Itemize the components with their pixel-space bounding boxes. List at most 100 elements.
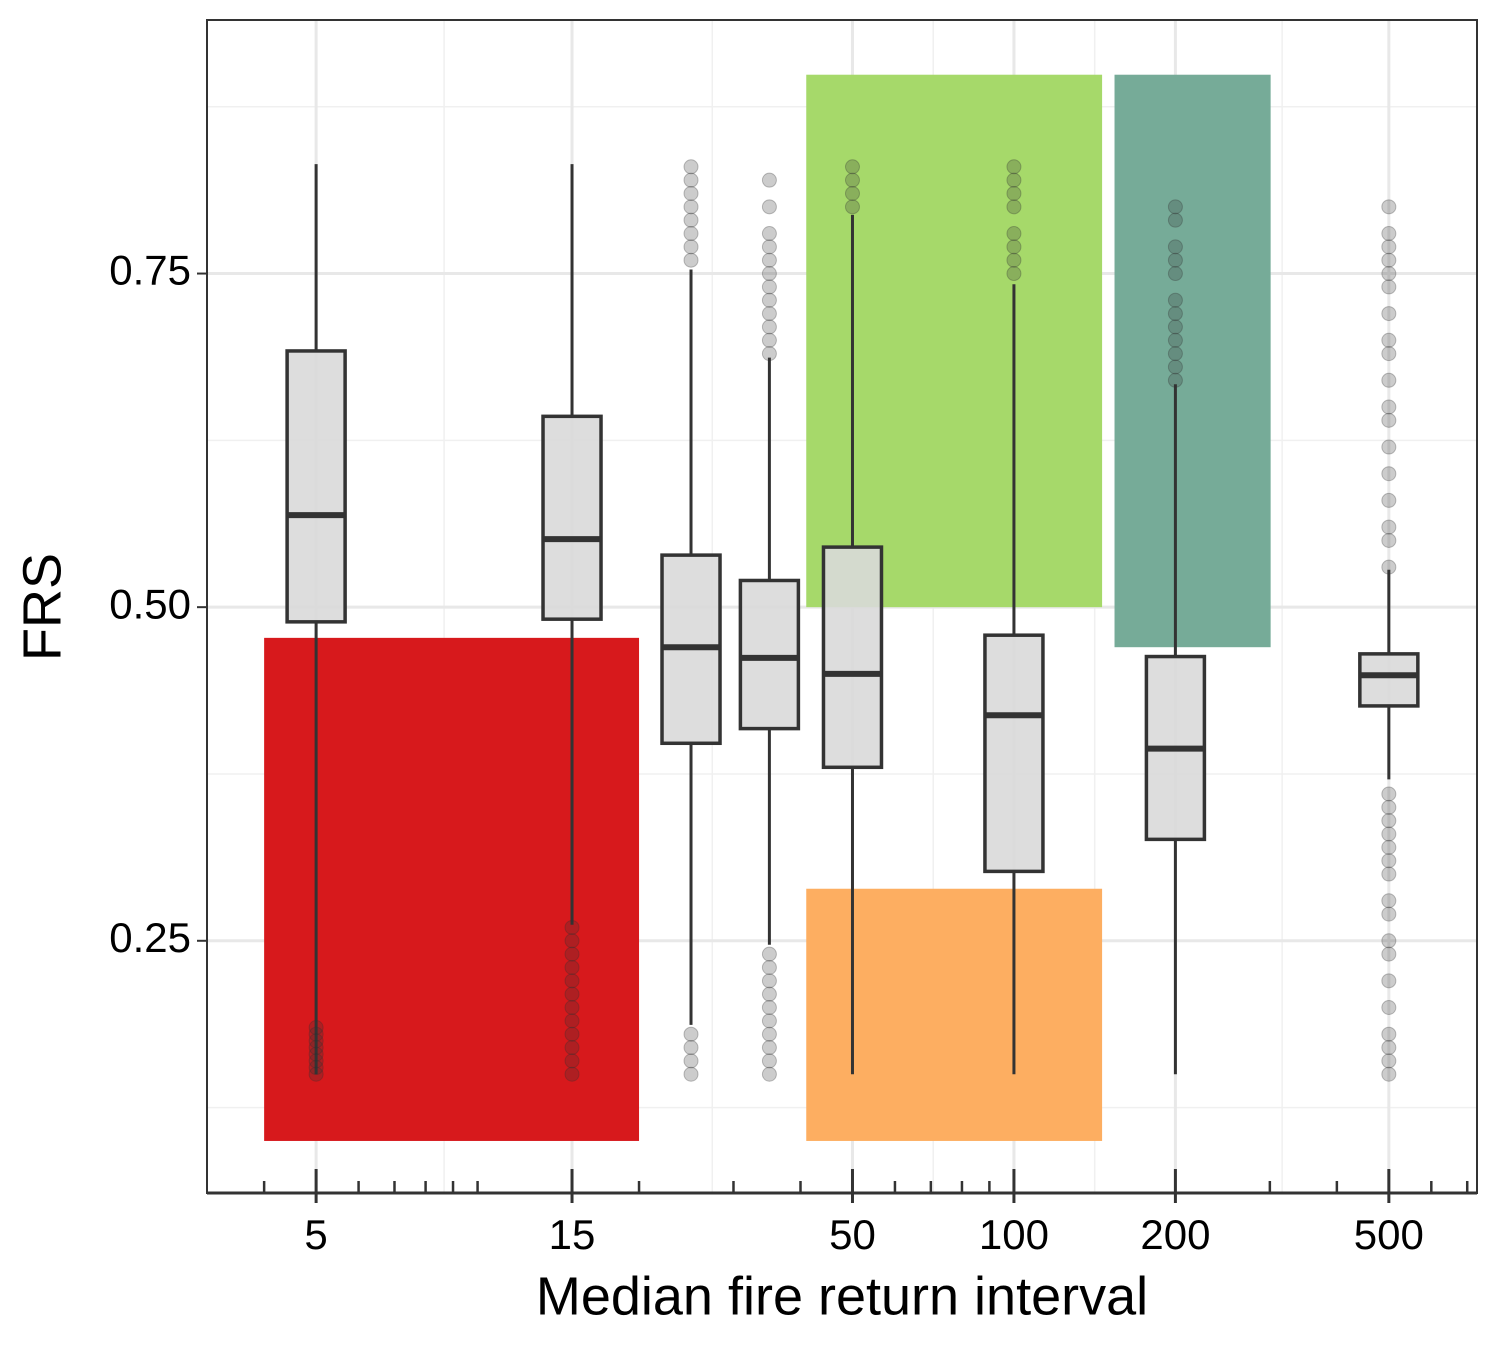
outlier <box>1381 1053 1397 1069</box>
x-tick-label: 500 <box>1354 1211 1424 1258</box>
outlier <box>1167 239 1183 255</box>
outlier <box>308 1020 324 1036</box>
outlier <box>1381 839 1397 855</box>
outlier <box>761 239 777 255</box>
outlier <box>1381 906 1397 922</box>
outlier <box>1167 252 1183 268</box>
outlier <box>564 1040 580 1056</box>
region <box>806 74 1103 608</box>
outlier <box>308 1066 324 1082</box>
outlier <box>1167 199 1183 215</box>
outlier <box>1381 439 1397 455</box>
outlier <box>683 226 699 242</box>
outlier <box>564 1066 580 1082</box>
outlier <box>683 185 699 201</box>
outlier <box>308 1046 324 1062</box>
outlier <box>761 946 777 962</box>
outlier <box>1381 279 1397 295</box>
outlier <box>1381 853 1397 869</box>
outlier <box>761 973 777 989</box>
outlier <box>1167 372 1183 388</box>
outlier <box>1006 185 1022 201</box>
outlier <box>308 1026 324 1042</box>
outlier <box>683 1053 699 1069</box>
outlier <box>683 1040 699 1056</box>
outlier <box>683 159 699 175</box>
outlier <box>761 1013 777 1029</box>
outlier <box>1381 332 1397 348</box>
outlier <box>761 1040 777 1056</box>
outlier <box>761 199 777 215</box>
outlier <box>761 292 777 308</box>
outlier <box>761 266 777 282</box>
outlier <box>1006 159 1022 175</box>
outlier <box>1167 306 1183 322</box>
outlier <box>564 933 580 949</box>
outlier <box>1381 813 1397 829</box>
outlier <box>761 1053 777 1069</box>
outlier <box>1381 946 1397 962</box>
outlier <box>761 226 777 242</box>
outlier <box>564 973 580 989</box>
outlier <box>1381 226 1397 242</box>
outlier <box>1006 266 1022 282</box>
outlier <box>761 346 777 362</box>
outlier <box>1381 346 1397 362</box>
outlier <box>564 919 580 935</box>
outlier <box>1006 239 1022 255</box>
outlier <box>683 1026 699 1042</box>
outlier <box>761 986 777 1002</box>
outlier <box>1381 559 1397 575</box>
outlier <box>761 279 777 295</box>
outlier <box>683 212 699 228</box>
x-tick-label: 15 <box>549 1211 596 1258</box>
outlier <box>1381 826 1397 842</box>
outlier <box>1381 239 1397 255</box>
outlier <box>761 332 777 348</box>
outlier <box>683 239 699 255</box>
outlier <box>761 1066 777 1082</box>
outlier <box>1381 973 1397 989</box>
outlier <box>1381 466 1397 482</box>
box <box>983 633 1045 874</box>
y-tick-label: 0.75 <box>109 247 191 294</box>
outlier <box>683 172 699 188</box>
x-tick-label: 100 <box>979 1211 1049 1258</box>
x-axis-title: Median fire return interval <box>536 1266 1148 1326</box>
outlier <box>1006 199 1022 215</box>
outlier <box>1381 266 1397 282</box>
outlier <box>1006 252 1022 268</box>
box <box>821 545 884 770</box>
outlier <box>1381 492 1397 508</box>
outlier <box>683 252 699 268</box>
outlier <box>308 1040 324 1056</box>
outlier <box>1381 1026 1397 1042</box>
box <box>541 414 603 621</box>
outlier <box>1381 799 1397 815</box>
outlier <box>1167 359 1183 375</box>
outlier <box>761 1026 777 1042</box>
outlier <box>761 172 777 188</box>
outlier <box>308 1060 324 1076</box>
outlier <box>1381 893 1397 909</box>
outlier <box>308 1053 324 1069</box>
outlier <box>1167 266 1183 282</box>
outlier <box>1006 172 1022 188</box>
box <box>1358 652 1420 708</box>
outlier <box>1381 372 1397 388</box>
outlier <box>761 252 777 268</box>
x-tick-label: 5 <box>304 1211 327 1258</box>
outlier <box>308 1033 324 1049</box>
outlier <box>844 172 860 188</box>
outlier <box>1381 532 1397 548</box>
outlier <box>1381 1040 1397 1056</box>
y-axis-title: FRS <box>12 553 72 661</box>
outlier <box>761 319 777 335</box>
outlier <box>683 1066 699 1082</box>
outlier <box>761 306 777 322</box>
region <box>264 637 640 1141</box>
outlier <box>1167 332 1183 348</box>
outlier <box>1167 292 1183 308</box>
y-tick-label: 0.50 <box>109 580 191 627</box>
